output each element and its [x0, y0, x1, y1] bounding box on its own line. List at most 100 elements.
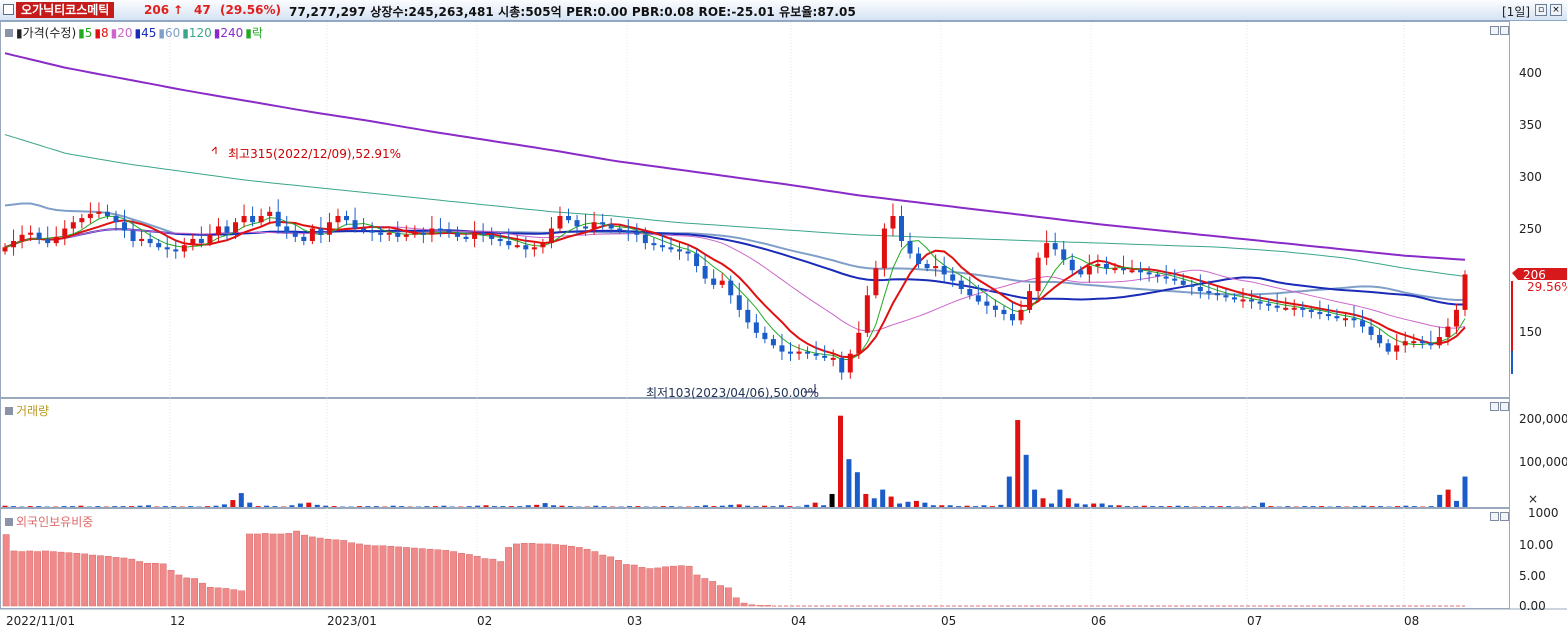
volume-bar — [1394, 506, 1400, 507]
stock-name-badge[interactable]: 오가닉티코스메틱 — [16, 2, 115, 18]
restore-icon[interactable]: ▫ — [1535, 4, 1547, 16]
current-price-label: 206 — [1523, 268, 1546, 282]
panel-menu-icon[interactable] — [5, 518, 13, 526]
foreign-bar — [481, 558, 489, 607]
volume-bar — [1158, 506, 1164, 507]
volume-bar — [719, 505, 725, 507]
candle-body — [1009, 314, 1015, 321]
candle-body — [608, 224, 614, 229]
foreign-bar — [583, 548, 591, 607]
foreign-bar — [112, 557, 120, 607]
x-axis-label: 06 — [1091, 614, 1107, 628]
volume-bar — [36, 506, 42, 507]
candle-body — [241, 215, 247, 223]
candle-body — [1018, 309, 1024, 321]
panel-minimize-icon[interactable] — [1490, 402, 1499, 411]
volume-bar — [1167, 506, 1173, 507]
volume-bar — [1378, 506, 1384, 507]
period-selector[interactable]: [1일] — [1502, 5, 1531, 19]
volume-bar — [897, 503, 903, 507]
legend-item[interactable]: ▮8 — [94, 26, 109, 40]
legend-item[interactable]: ▮5 — [78, 26, 93, 40]
legend-item[interactable]: ▮가격(수정) — [16, 26, 77, 40]
volume-bar — [837, 415, 843, 507]
volume-bar — [787, 506, 793, 507]
candle-body — [1342, 318, 1348, 321]
foreign-ytick: 0.00 — [1519, 599, 1546, 613]
candle-body — [1274, 305, 1280, 308]
candle-body — [1436, 337, 1442, 346]
foreign-title: 외국인보유비중 — [16, 515, 94, 529]
foreign-bar — [175, 574, 183, 607]
volume-bar — [1116, 505, 1122, 507]
panel-minimize-icon[interactable] — [1490, 512, 1499, 521]
foreign-bar — [748, 604, 756, 607]
stock-chart[interactable] — [0, 21, 1567, 630]
legend-item[interactable]: ▮20 — [110, 26, 133, 40]
volume-bar — [1445, 489, 1451, 507]
candle-body — [122, 222, 128, 231]
volume-bar — [331, 506, 337, 507]
legend-item[interactable]: ▮120 — [182, 26, 212, 40]
panel-close-icon[interactable] — [1500, 402, 1509, 411]
candle-body — [198, 238, 204, 244]
volume-bar — [1268, 506, 1274, 507]
foreign-bar — [167, 570, 175, 607]
close-icon[interactable]: × — [1550, 4, 1562, 16]
select-checkbox[interactable] — [3, 4, 14, 15]
foreign-bar — [332, 539, 340, 607]
panel-close-icon[interactable] — [1500, 26, 1509, 35]
volume-bar — [880, 489, 886, 507]
foreign-bar — [49, 551, 57, 607]
candle-body — [523, 245, 529, 250]
foreign-bar — [183, 577, 191, 607]
candle-body — [617, 228, 623, 231]
candle-body — [1411, 341, 1417, 344]
foreign-bar — [670, 565, 677, 607]
foreign-bar — [410, 547, 418, 607]
foreign-bar — [395, 546, 403, 607]
volume-bar — [1310, 506, 1316, 507]
legend-item[interactable]: ▮45 — [134, 26, 157, 40]
foreign-bar — [246, 533, 253, 607]
panel-close-icon[interactable] — [1500, 512, 1509, 521]
stock-header-bar: 오가닉티코스메틱 206 ↑ 47 (29.56%) 77,277,297 상장… — [0, 0, 1567, 21]
ma240-line — [4, 52, 1466, 261]
volume-bar — [289, 505, 295, 507]
legend-item[interactable]: ▮60 — [158, 26, 181, 40]
volume-bar — [483, 505, 489, 507]
candle-body — [1334, 316, 1340, 319]
candle-body — [1189, 284, 1195, 287]
panel-menu-icon[interactable] — [5, 407, 13, 415]
candle-body — [403, 234, 409, 237]
foreign-bar — [301, 534, 308, 607]
candle-body — [1266, 303, 1272, 306]
x-axis-label: 12 — [170, 614, 186, 628]
candle-body — [975, 295, 981, 302]
foreign-bar — [732, 597, 740, 607]
volume-bar — [846, 459, 852, 507]
candle-body — [207, 234, 213, 244]
volume-bar — [213, 505, 219, 507]
foreign-bar — [607, 556, 615, 607]
legend-item[interactable]: ▮240 — [213, 26, 244, 40]
candle-body — [1069, 259, 1075, 271]
volume-bar — [660, 506, 666, 507]
volume-bar — [1023, 454, 1029, 507]
panel-menu-icon[interactable] — [5, 29, 13, 37]
volume-bar — [1462, 476, 1468, 507]
volume-bar — [356, 506, 362, 507]
foreign-bar — [73, 553, 81, 607]
volume-bar — [432, 506, 438, 507]
legend-item[interactable]: ▮락 — [245, 26, 263, 40]
volume-bar — [129, 506, 135, 507]
volume-bar — [238, 493, 244, 507]
candle-body — [62, 228, 68, 237]
volume-bar — [306, 502, 312, 507]
panel-minimize-icon[interactable] — [1490, 26, 1499, 35]
candle-body — [762, 332, 768, 340]
volume-bar — [1217, 506, 1223, 507]
volume-unit: × 1000 — [1528, 492, 1559, 520]
candle-body — [1240, 299, 1246, 302]
candle-body — [1035, 257, 1041, 292]
